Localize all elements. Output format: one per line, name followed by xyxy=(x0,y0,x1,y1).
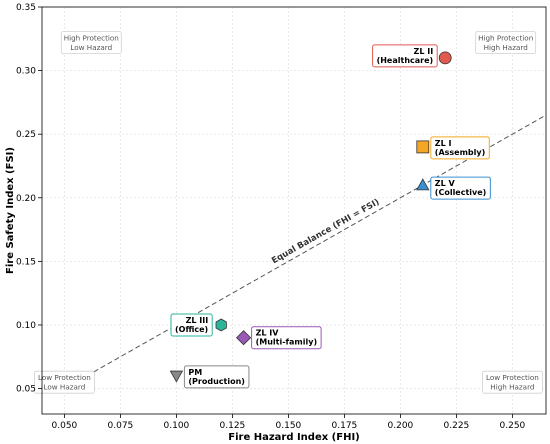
diamond-marker xyxy=(236,330,252,346)
y-tick-label: 0.20 xyxy=(16,194,36,204)
point-label-box xyxy=(430,176,491,200)
y-tick-label: 0.35 xyxy=(16,3,36,13)
point-label-type: (Office) xyxy=(175,325,208,334)
x-tick-label: 0.150 xyxy=(276,421,302,431)
point-label-name: ZL V xyxy=(435,179,456,188)
plot-frame xyxy=(41,6,547,415)
x-tick-label: 0.125 xyxy=(220,421,246,431)
point-label-type: (Multi-family) xyxy=(256,338,318,347)
data-point-zl5: ZL V(Collective) xyxy=(416,176,491,200)
point-label-name: ZL III xyxy=(186,316,209,325)
point-label: ZL III(Office) xyxy=(170,313,213,337)
point-label: ZL IV(Multi-family) xyxy=(251,326,322,350)
y-tick-label: 0.10 xyxy=(16,321,36,331)
point-label-type: (Healthcare) xyxy=(377,56,434,65)
quadrant-label-box xyxy=(60,31,122,55)
point-label-name: ZL II xyxy=(414,47,434,56)
quadrant-label-box xyxy=(481,370,543,394)
data-point-zl3: ZL III(Office) xyxy=(170,313,227,337)
data-point-zl2: ZL II(Healthcare) xyxy=(372,44,452,68)
quadrant-label-text: Low Protection xyxy=(38,373,91,382)
quadrant-label-box xyxy=(475,31,537,55)
point-label-box xyxy=(170,313,213,337)
data-point-pm: PM(Production) xyxy=(169,365,250,389)
point-label-name: ZL IV xyxy=(256,329,280,338)
point-label-box xyxy=(430,136,490,160)
reference-line-label: Equal Balance (FHI = FSI) xyxy=(270,197,381,266)
point-label: ZL II(Healthcare) xyxy=(372,44,438,68)
x-tick-label: 0.050 xyxy=(52,421,78,431)
point-label: ZL V(Collective) xyxy=(430,176,491,200)
point-label-box xyxy=(183,365,250,389)
point-label-type: (Assembly) xyxy=(435,148,485,157)
point-label-box xyxy=(372,44,438,68)
y-axis-label: Fire Safety Index (FSI) xyxy=(5,147,16,274)
x-tick-label: 0.200 xyxy=(388,421,414,431)
y-axis-ticks: 0.05 0.10 0.15 0.20 0.25 0.30 0.35 xyxy=(16,3,42,395)
point-label-name: ZL I xyxy=(435,139,452,148)
point-label-box xyxy=(251,326,322,350)
y-tick-label: 0.05 xyxy=(16,385,36,395)
point-label: PM(Production) xyxy=(183,365,250,389)
hexagon-marker xyxy=(215,318,227,332)
quadrant-label-text: Low Hazard xyxy=(70,43,112,52)
grid-lines xyxy=(42,6,546,414)
x-tick-label: 0.250 xyxy=(500,421,526,431)
x-tick-label: 0.100 xyxy=(164,421,190,431)
x-axis-label: Fire Hazard Index (FHI) xyxy=(228,432,359,443)
data-points: ZL II(Healthcare) ZL I(Assembly) ZL V(Coll… xyxy=(169,44,491,389)
quadrant-label-text: High Hazard xyxy=(490,383,534,392)
quadrant-label-text: High Protection xyxy=(478,34,533,43)
x-tick-label: 0.075 xyxy=(108,421,134,431)
triangle-down-marker xyxy=(169,370,184,383)
x-tick-label: 0.175 xyxy=(332,421,358,431)
data-point-zl4: ZL IV(Multi-family) xyxy=(236,326,322,350)
y-tick-label: 0.30 xyxy=(16,67,36,77)
quadrant-label-text: High Protection xyxy=(64,34,119,43)
y-tick-label: 0.15 xyxy=(16,257,36,267)
x-axis-ticks: 0.050 0.075 0.100 0.125 0.150 0.175 0.200 0.225… xyxy=(52,414,526,431)
quadrant-label-text: High Hazard xyxy=(484,43,528,52)
quadrant-label-text: Low Protection xyxy=(486,373,539,382)
point-label: ZL I(Assembly) xyxy=(430,136,490,160)
quadrant-label-text: Low Hazard xyxy=(43,383,85,392)
point-label-type: (Collective) xyxy=(435,188,487,197)
point-label-type: (Production) xyxy=(188,377,245,386)
square-marker xyxy=(416,140,430,154)
quadrant-label-box xyxy=(34,370,95,394)
y-tick-label: 0.25 xyxy=(16,130,36,140)
triangle-up-marker xyxy=(416,178,430,191)
circle-marker xyxy=(438,51,452,65)
data-point-zl1: ZL I(Assembly) xyxy=(416,136,490,160)
point-label-name: PM xyxy=(188,368,202,377)
x-tick-label: 0.225 xyxy=(444,421,470,431)
